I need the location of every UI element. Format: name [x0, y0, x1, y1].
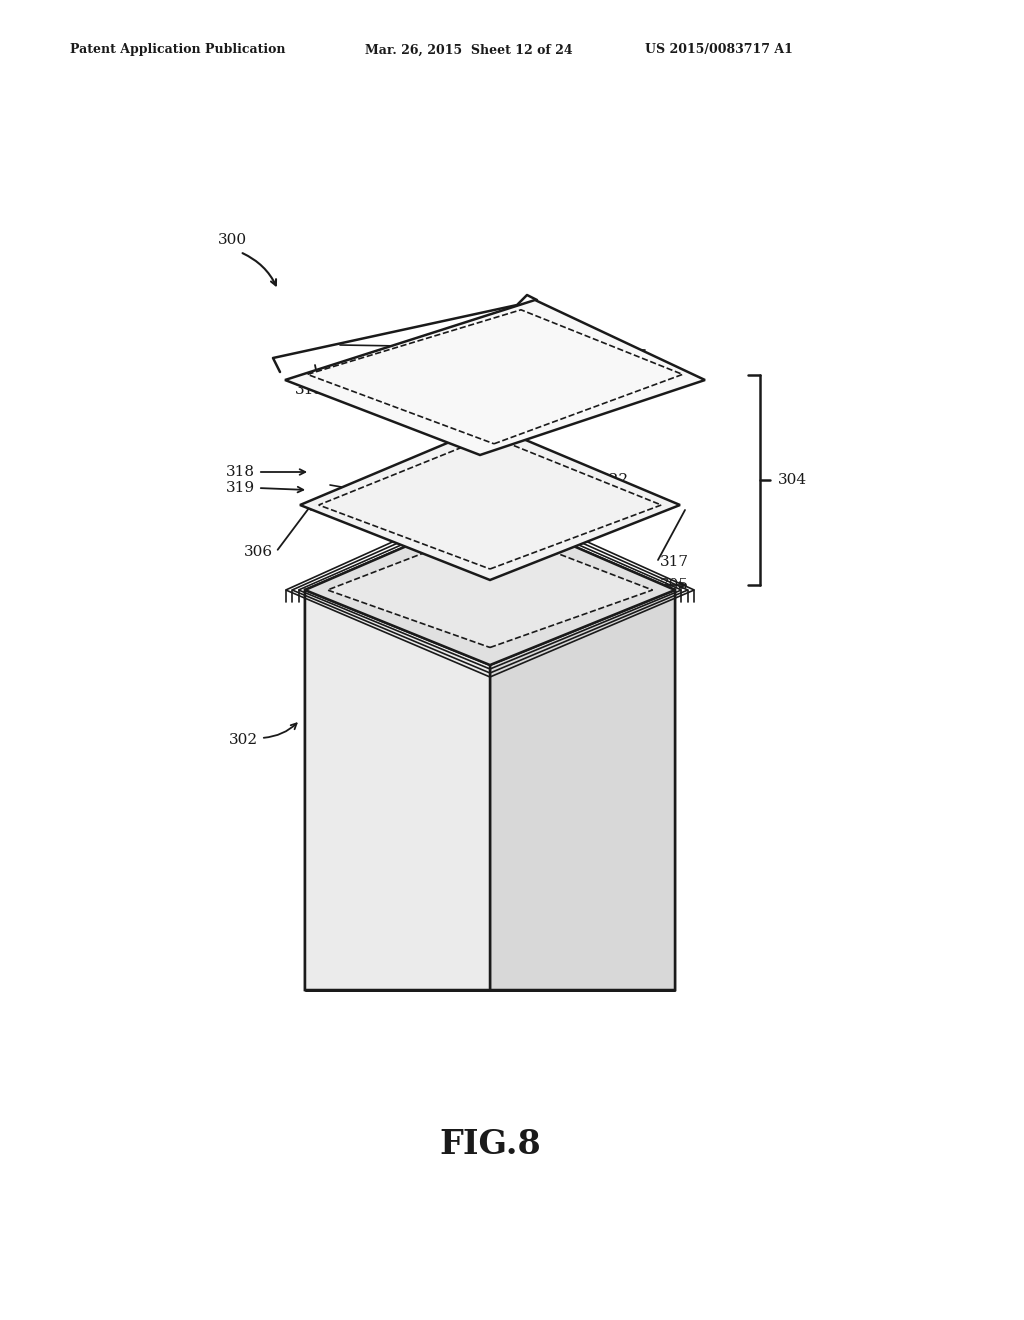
Text: 318: 318 — [226, 465, 255, 479]
Polygon shape — [305, 510, 490, 990]
Polygon shape — [285, 300, 705, 455]
Text: Mar. 26, 2015  Sheet 12 of 24: Mar. 26, 2015 Sheet 12 of 24 — [365, 44, 572, 57]
Polygon shape — [305, 590, 490, 990]
Text: 302: 302 — [229, 733, 258, 747]
Polygon shape — [490, 590, 675, 990]
Text: 320: 320 — [544, 335, 572, 348]
Polygon shape — [305, 510, 675, 665]
Text: Patent Application Publication: Patent Application Publication — [70, 44, 286, 57]
Text: 322: 322 — [600, 473, 629, 487]
Text: US 2015/0083717 A1: US 2015/0083717 A1 — [645, 44, 793, 57]
Text: 315: 315 — [295, 383, 324, 397]
Polygon shape — [300, 425, 680, 579]
Text: 308: 308 — [484, 335, 513, 348]
Text: 305: 305 — [660, 578, 689, 591]
Polygon shape — [328, 528, 652, 648]
Text: FIG.8: FIG.8 — [439, 1129, 541, 1162]
Text: 319: 319 — [226, 480, 255, 495]
Text: 300: 300 — [218, 234, 247, 247]
Text: 304: 304 — [778, 473, 807, 487]
Text: 306: 306 — [244, 545, 273, 558]
Text: 322: 322 — [512, 335, 542, 348]
Text: 317: 317 — [660, 554, 689, 569]
Polygon shape — [490, 510, 675, 990]
